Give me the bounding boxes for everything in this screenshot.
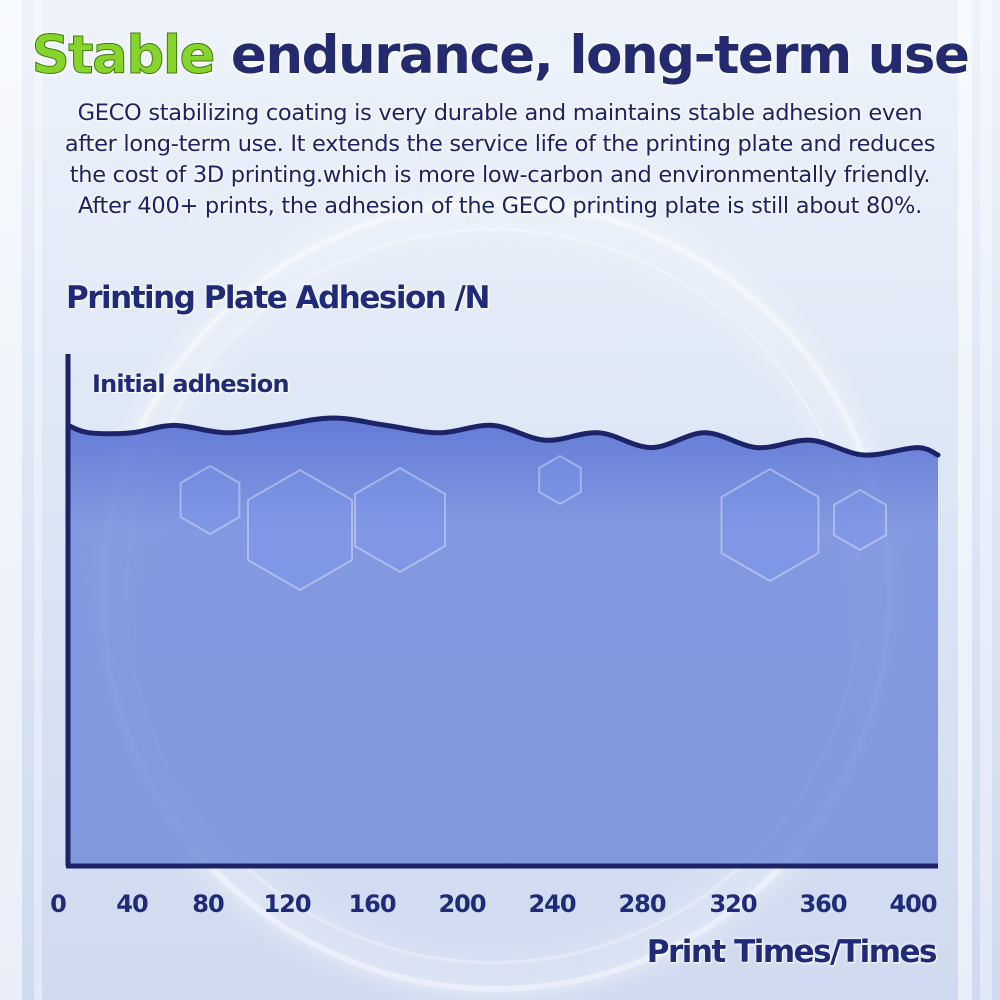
x-axis-label: Print Times/Times bbox=[646, 934, 938, 970]
page-title: Stable endurance, long-term use bbox=[0, 20, 1000, 92]
x-tick-label: 200 bbox=[438, 890, 485, 918]
description-line: after long-term use. It extends the serv… bbox=[64, 131, 936, 157]
adhesion-line bbox=[65, 415, 941, 458]
x-tick-label: 160 bbox=[348, 890, 395, 918]
x-tick-label: 40 bbox=[116, 890, 148, 918]
decorative-hexagon bbox=[538, 454, 582, 506]
background-stripe-left-2 bbox=[34, 0, 42, 1000]
adhesion-area bbox=[68, 418, 938, 866]
decorative-hexagon bbox=[354, 466, 446, 574]
x-tick-label: 400 bbox=[889, 890, 936, 918]
x-tick-label: 240 bbox=[528, 890, 575, 918]
title-rest: endurance, long-term use bbox=[213, 25, 970, 86]
background-stripe-left bbox=[0, 0, 22, 1000]
x-tick-label: 120 bbox=[263, 890, 310, 918]
description-line: the cost of 3D printing.which is more lo… bbox=[69, 162, 931, 188]
title-accent: Stable bbox=[31, 25, 216, 87]
x-tick-label: 0 bbox=[50, 890, 66, 918]
description: GECO stabilizing coating is very durable… bbox=[20, 98, 980, 222]
x-tick-label: 80 bbox=[192, 890, 224, 918]
x-tick-label: 320 bbox=[709, 890, 756, 918]
x-tick-label: 280 bbox=[618, 890, 665, 918]
description-line: GECO stabilizing coating is very durable… bbox=[77, 100, 923, 126]
decorative-hexagon bbox=[833, 488, 887, 552]
background-stripe-right bbox=[958, 0, 972, 1000]
initial-adhesion-annotation: Initial adhesion bbox=[92, 370, 290, 398]
x-tick-label: 360 bbox=[799, 890, 846, 918]
description-line: After 400+ prints, the adhesion of the G… bbox=[78, 193, 922, 219]
decorative-hexagon bbox=[720, 467, 820, 583]
decorative-hexagon bbox=[179, 464, 241, 536]
decorative-hexagon bbox=[247, 468, 353, 592]
y-axis-label: Printing Plate Adhesion /N bbox=[66, 280, 490, 316]
background-stripe-right-2 bbox=[980, 0, 992, 1000]
